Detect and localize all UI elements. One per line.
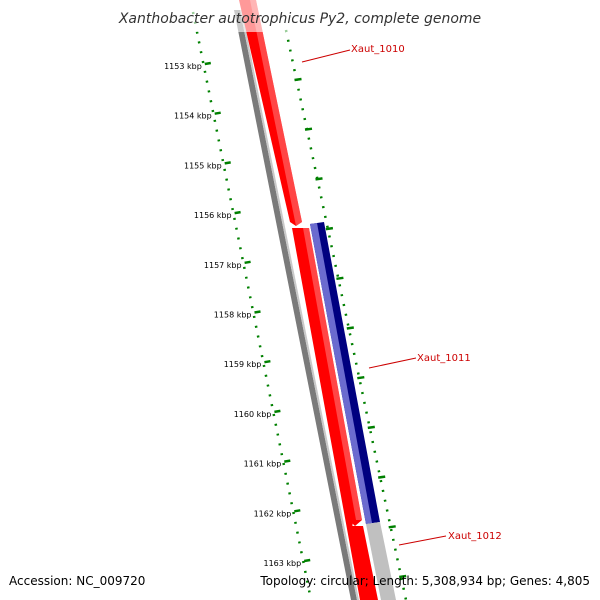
- kbp-label: 1154 kbp: [174, 112, 212, 121]
- kbp-label: 1163 kbp: [263, 559, 301, 568]
- major-tick-outer: [224, 161, 231, 165]
- major-tick-outer: [244, 260, 251, 265]
- major-tick-inner: [304, 127, 313, 131]
- kbp-label: 1158 kbp: [214, 311, 252, 320]
- major-tick-inner: [294, 77, 302, 82]
- scale-labels: 1153 kbp 1154 kbp 1155 kbp 1156 kbp 1157 kbp…: [164, 62, 301, 568]
- major-tick-inner: [399, 574, 407, 579]
- major-tick-inner: [388, 525, 396, 529]
- major-tick-outer: [274, 409, 281, 414]
- gene-xaut-1011-shade: [310, 223, 372, 524]
- major-tick-inner: [367, 425, 375, 430]
- major-tick-inner: [357, 375, 365, 380]
- major-tick-outer: [234, 210, 241, 215]
- gene-label-xaut-1010[interactable]: Xaut_1010: [351, 44, 405, 55]
- label-line-xaut-1012: [398, 535, 447, 546]
- scale-ring-inner: [284, 29, 408, 600]
- kbp-label: 1161 kbp: [244, 460, 282, 469]
- kbp-label: 1157 kbp: [204, 261, 242, 270]
- kbp-label: 1162 kbp: [254, 509, 292, 518]
- major-tick-outer: [303, 558, 311, 563]
- kbp-label: 1159 kbp: [224, 360, 262, 369]
- backbone-track: [234, 10, 357, 600]
- major-tick-outer: [254, 310, 261, 314]
- major-tick-outer: [214, 111, 221, 115]
- kbp-label: 1155 kbp: [184, 161, 222, 170]
- major-tick-inner: [325, 226, 334, 231]
- major-tick-inner: [315, 177, 323, 181]
- major-tick-inner: [378, 475, 386, 479]
- gene-label-xaut-1012[interactable]: Xaut_1012: [448, 531, 502, 542]
- major-tick-outer: [204, 61, 212, 66]
- major-tick-inner: [346, 326, 354, 330]
- scale-ticks-inner: [294, 77, 407, 579]
- gene-xaut-1012-tail: [350, 526, 378, 600]
- gene-xaut-1012-shade: [303, 228, 362, 520]
- gene-xaut-1010-shade: [250, 0, 302, 226]
- label-line-xaut-1010: [301, 49, 351, 63]
- major-tick-outer: [294, 509, 301, 513]
- major-tick-outer: [264, 359, 271, 364]
- kbp-label: 1153 kbp: [164, 62, 202, 71]
- backbone-highlight: [240, 10, 359, 600]
- accession-text: Accession: NC_009720: [9, 574, 146, 588]
- map-title: Xanthobacter autotrophicus Py2, complete…: [118, 11, 481, 27]
- gene-label-xaut-1011[interactable]: Xaut_1011: [417, 353, 471, 364]
- kbp-label: 1160 kbp: [234, 410, 272, 419]
- kbp-label: 1156 kbp: [194, 211, 232, 220]
- label-line-xaut-1011: [368, 357, 417, 369]
- major-tick-inner: [336, 276, 344, 281]
- scale-ticks-outer: [204, 61, 311, 563]
- genome-summary-text: Topology: circular; Length: 5,308,934 bp…: [260, 574, 590, 588]
- major-tick-outer: [284, 459, 291, 463]
- top-fade: [0, 0, 600, 32]
- feature-grey: [366, 522, 396, 600]
- gene-xaut-1012[interactable]: [292, 228, 373, 600]
